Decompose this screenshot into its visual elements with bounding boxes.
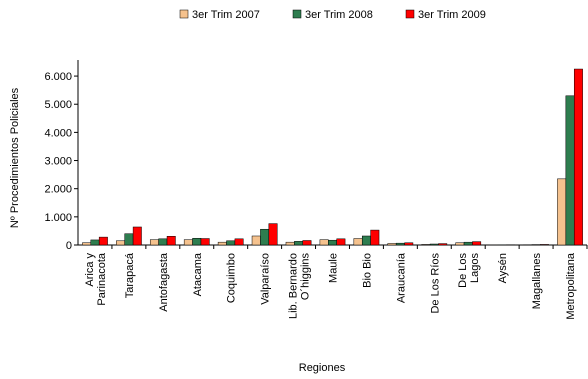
bar: [82, 243, 90, 245]
x-tick-label: Valparaíso: [260, 253, 272, 305]
bar: [269, 224, 277, 245]
bar: [150, 240, 158, 245]
bar: [320, 240, 328, 245]
legend-swatch: [293, 10, 301, 18]
bar: [116, 241, 124, 245]
bar: [371, 230, 379, 245]
x-tick-label: O´higgins: [300, 253, 312, 301]
x-tick-label: Coquimbo: [226, 253, 238, 303]
legend-swatch: [406, 10, 414, 18]
bar: [405, 243, 413, 245]
bar: [439, 244, 447, 245]
bar: [167, 236, 175, 245]
bar: [133, 227, 141, 245]
bar: [566, 96, 574, 245]
x-tick-label: Bio Bio: [361, 253, 373, 288]
x-tick-label: De Los Ríos: [429, 253, 441, 314]
y-tick-label: 6.000: [44, 71, 72, 83]
legend-label: 3er Trim 2008: [305, 9, 373, 21]
legend-label: 3er Trim 2007: [192, 9, 260, 21]
legend: 3er Trim 2007 3er Trim 2008 3er Trim 2009: [180, 9, 486, 21]
bar: [286, 242, 294, 245]
legend-label: 3er Trim 2009: [418, 9, 486, 21]
bar: [362, 236, 370, 245]
bar: [430, 244, 438, 245]
bar: [252, 236, 260, 245]
bar: [464, 242, 472, 245]
bar: [193, 238, 201, 245]
legend-swatch: [180, 10, 188, 18]
bar: [184, 240, 192, 245]
x-tick-label: Magallanes: [531, 253, 543, 310]
bar: [396, 243, 404, 245]
bar: [456, 243, 464, 245]
bar: [294, 241, 302, 245]
y-tick-label: 5.000: [44, 99, 72, 111]
y-tick-label: 1.000: [44, 212, 72, 224]
x-tick-label: Aysén: [497, 253, 509, 283]
bar: [557, 179, 565, 245]
x-tick-label: Parinacota: [96, 252, 108, 305]
y-tick-label: 2.000: [44, 184, 72, 196]
bar: [227, 241, 235, 245]
bar: [422, 244, 430, 245]
bar: [303, 240, 311, 245]
x-tick-label: Tarapacá: [124, 252, 136, 298]
bar: [91, 240, 99, 245]
x-tick-label: Lib. Bernardo: [288, 253, 300, 319]
bar: [159, 239, 167, 245]
y-tick-label: 4.000: [44, 127, 72, 139]
bar: [235, 239, 243, 245]
bar: [218, 242, 226, 245]
x-tick-label: Antofagasta: [158, 252, 170, 312]
x-tick-label: Arica y: [84, 253, 96, 287]
x-tick-label: Atacama: [192, 252, 204, 296]
y-tick-label: 0: [66, 240, 72, 252]
x-tick-label: Lagos: [469, 253, 481, 283]
y-tick-label: 3.000: [44, 156, 72, 168]
bar: [328, 240, 336, 245]
bar: [472, 242, 480, 245]
bar: [260, 229, 268, 245]
x-tick-label: Metropolitana: [565, 252, 577, 320]
bar: [540, 244, 548, 245]
bar: [337, 239, 345, 245]
x-tick-label: Araucanía: [395, 252, 407, 303]
bar: [125, 234, 133, 245]
x-axis-label: Regiones: [299, 362, 346, 374]
y-axis-label: Nº Procedimientos Policiales: [9, 87, 21, 228]
bar: [574, 69, 582, 245]
bar: [388, 243, 396, 245]
bar: [99, 237, 107, 245]
bar: [201, 239, 209, 245]
x-tick-label: Maule: [328, 253, 340, 283]
x-tick-label: De Los: [457, 253, 469, 288]
bar: [354, 239, 362, 245]
